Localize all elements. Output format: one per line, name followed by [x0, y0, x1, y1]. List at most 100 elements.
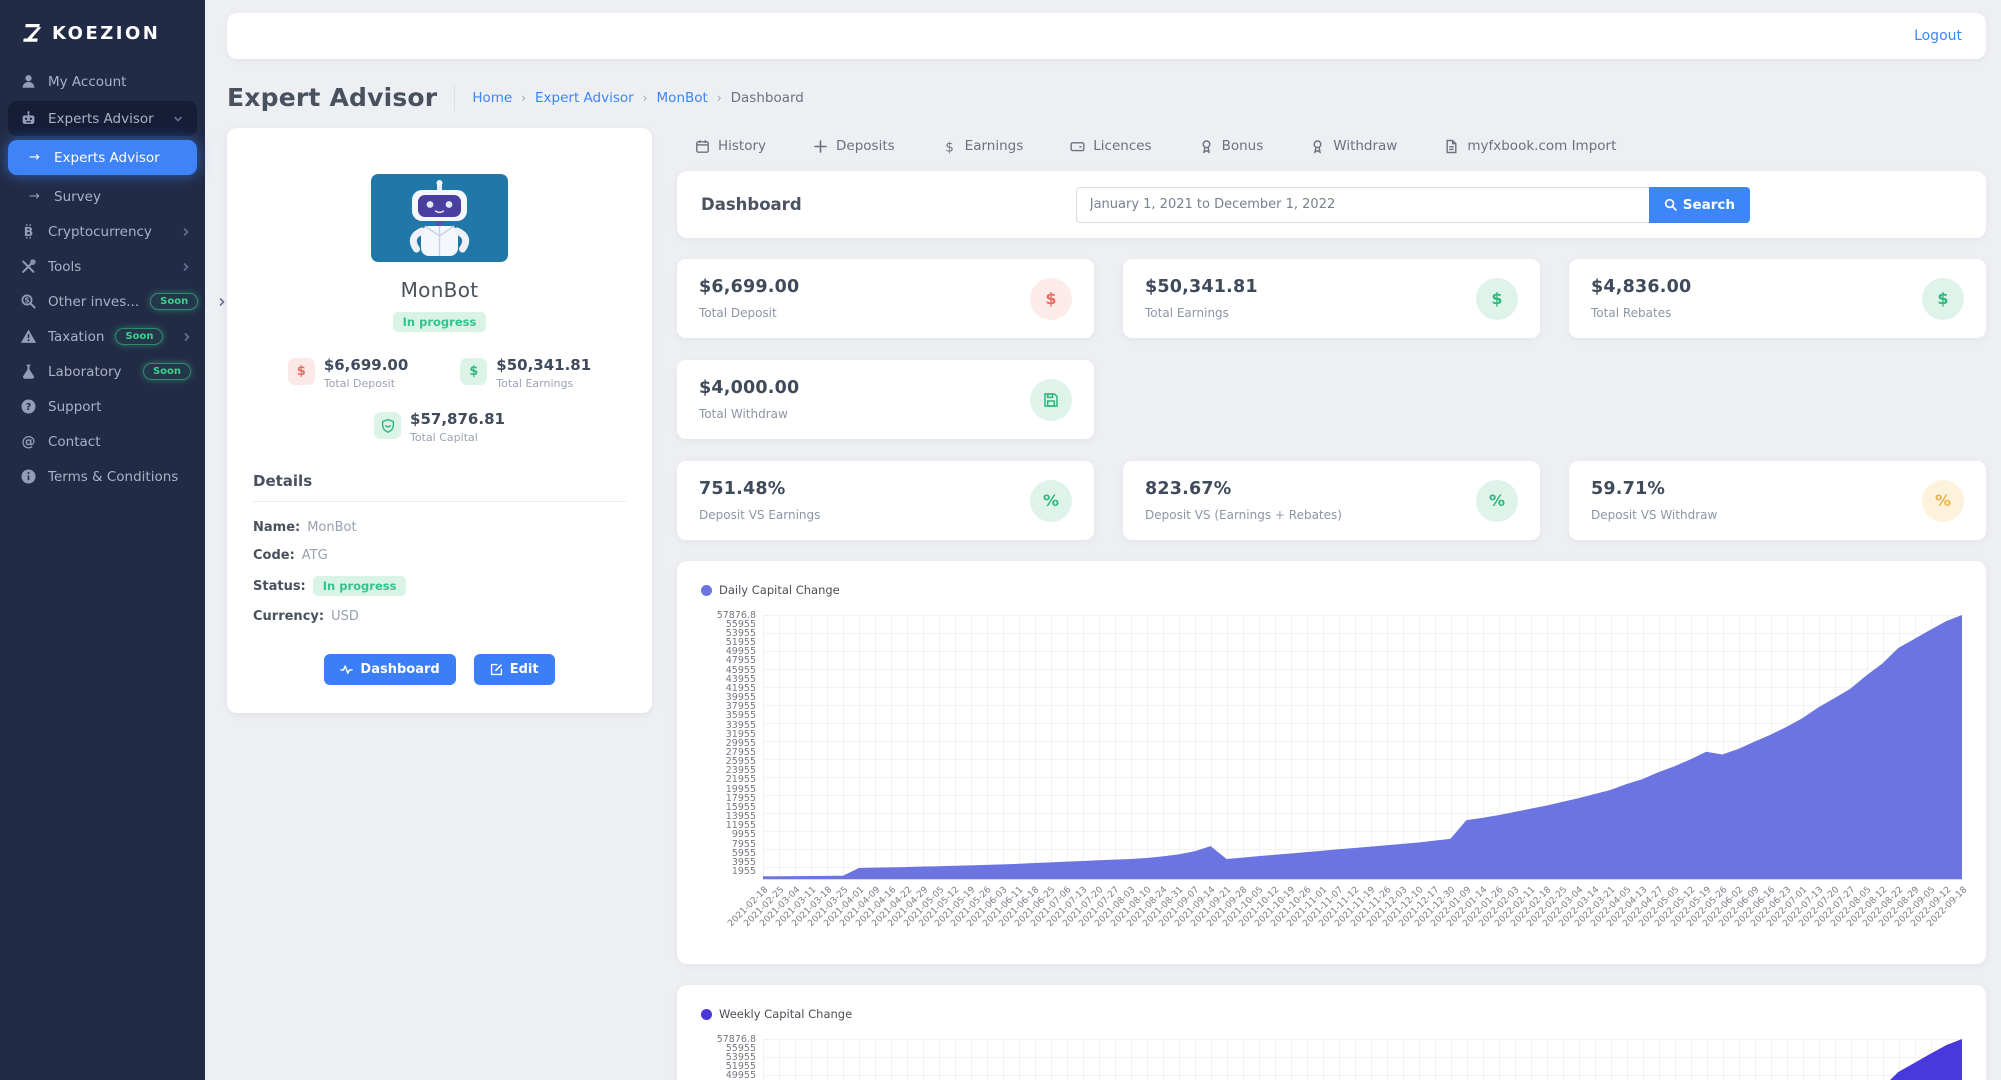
y-tick-label: 35955 [725, 710, 756, 722]
sidebar-item-tools[interactable]: Tools [0, 249, 205, 284]
sidebar-item-taxation[interactable]: Taxation Soon [0, 319, 205, 354]
percent-icon: % [1030, 479, 1072, 522]
sidebar-item-label: Contact [48, 433, 101, 450]
tab-myfxbook-import[interactable]: myfxbook.com Import [1444, 138, 1616, 154]
card-deposit-vs-earnings: 751.48% Deposit VS Earnings % [677, 461, 1094, 540]
sidebar-item-terms[interactable]: Terms & Conditions [0, 459, 205, 494]
arrow-right-icon: → [29, 150, 40, 165]
sidebar: KOEZION My Account Experts Advisor → Exp… [0, 0, 225, 1080]
search-button[interactable]: Search [1648, 186, 1750, 223]
area-series [1890, 1039, 1962, 1080]
daily-capital-chart: Daily Capital Change 57876.8 55955 53955 51… [677, 561, 1986, 964]
card-value: $50,341.81 [1145, 277, 1258, 297]
sidebar-item-experts-advisor-parent[interactable]: Experts Advisor [8, 101, 197, 136]
stat-total-deposit: $ $6,699.00 Total Deposit [287, 356, 409, 390]
logout-link[interactable]: Logout [1914, 28, 1962, 44]
bot-name: MonBot [400, 278, 479, 302]
sidebar-item-other-investments[interactable]: $ Other inves... Soon [0, 284, 225, 319]
percent-icon: % [1922, 479, 1964, 522]
detail-code: Code: ATG [253, 548, 626, 563]
warning-icon [20, 328, 37, 345]
sidebar-item-my-account[interactable]: My Account [0, 64, 205, 99]
y-tick-label: 21955 [725, 774, 756, 786]
y-axis: 57876.8559555395551955499554795545955439… [701, 1035, 763, 1080]
heading-row: Expert Advisor Home › Expert Advisor › M… [227, 83, 1986, 112]
dashboard-button[interactable]: Dashboard [324, 654, 456, 685]
tab-deposits[interactable]: Deposits [813, 138, 895, 154]
detail-value: ATG [301, 548, 328, 563]
sidebar-item-label: Survey [54, 188, 101, 205]
tab-history[interactable]: History [695, 138, 766, 154]
sidebar-item-label: Laboratory [48, 363, 122, 380]
y-tick-label: 39955 [725, 692, 756, 704]
file-icon [1446, 139, 1457, 153]
stat-total-earnings: $ $50,341.81 Total Earnings [460, 356, 591, 390]
card-label: Total Earnings [1145, 306, 1229, 320]
sidebar-item-laboratory[interactable]: Laboratory Soon [0, 354, 205, 389]
tab-label: History [718, 138, 767, 154]
card-value: $4,000.00 [699, 378, 800, 398]
sidebar-item-label: Experts Advisor [48, 110, 154, 127]
card-value: 751.48% [699, 479, 786, 499]
stat-total-capital: $57,876.81 Total Capital [374, 410, 505, 444]
card-value: 823.67% [1145, 479, 1232, 499]
user-icon [20, 73, 37, 90]
tab-bonus[interactable]: Bonus [1199, 138, 1263, 154]
button-label: Edit [509, 662, 539, 677]
award-icon [1313, 139, 1322, 154]
chart-legend-label: Daily Capital Change [719, 583, 840, 597]
y-tick-label: 3955 [731, 856, 756, 868]
dollar-icon: $ [945, 139, 954, 154]
title-divider [454, 84, 456, 111]
sidebar-item-contact[interactable]: @ Contact [0, 424, 205, 459]
details-heading: Details [253, 472, 313, 490]
at-icon: @ [20, 433, 37, 450]
page-title: Expert Advisor [227, 83, 438, 112]
dashboard-panel-header: Dashboard Search [677, 171, 1986, 238]
topbar: Logout [227, 13, 1986, 59]
y-tick-label: 37955 [725, 701, 756, 713]
tab-licences[interactable]: Licences [1070, 138, 1152, 154]
tab-earnings[interactable]: $ Earnings [942, 138, 1023, 154]
panel-title: Dashboard [701, 195, 802, 214]
card-deposit-vs-earnings-rebates: 823.67% Deposit VS (Earnings + Rebates) % [1123, 461, 1540, 540]
edit-button[interactable]: Edit [473, 654, 555, 685]
sidebar-item-label: Tools [48, 258, 82, 275]
dollar-icon: $ [1922, 277, 1964, 320]
bitcoin-icon: B [20, 223, 37, 240]
stat-label: Total Deposit [323, 377, 396, 390]
y-tick-label: 27955 [725, 747, 756, 758]
y-tick-label: 53955 [725, 627, 756, 639]
card-label: Deposit VS Earnings [699, 508, 821, 522]
sidebar-item-label: Terms & Conditions [48, 468, 179, 485]
app-logo[interactable]: KOEZION [0, 14, 205, 60]
y-tick-label: 13955 [725, 811, 756, 823]
sidebar-item-experts-advisor[interactable]: → Experts Advisor [8, 140, 197, 175]
sidebar-item-cryptocurrency[interactable]: B Cryptocurrency [0, 214, 205, 249]
breadcrumb-expert-advisor[interactable]: Expert Advisor [535, 89, 634, 106]
detail-status: Status: In progress [253, 576, 626, 596]
sidebar-item-support[interactable]: ? Support [0, 389, 205, 424]
stat-value: $6,699.00 [323, 356, 409, 374]
breadcrumb-monbot[interactable]: MonBot [656, 89, 708, 106]
svg-text:B: B [24, 224, 34, 239]
y-tick-label: 1955 [731, 866, 756, 878]
breadcrumb-separator: › [521, 90, 527, 105]
y-tick-label: 45955 [725, 664, 756, 676]
card-total-deposit: $6,699.00 Total Deposit $ [677, 259, 1094, 338]
svg-text:$: $ [945, 139, 954, 154]
breadcrumb-home[interactable]: Home [472, 89, 513, 106]
sidebar-item-survey[interactable]: → Survey [0, 179, 205, 214]
dollar-icon: $ [1476, 277, 1518, 320]
y-tick-label: 5955 [731, 847, 756, 859]
card-value: 59.71% [1591, 479, 1666, 499]
chart-plot-area [763, 1039, 1962, 1080]
date-range-input[interactable] [1075, 186, 1649, 223]
button-label: Search [1682, 196, 1735, 213]
dollar-icon: $ [1030, 277, 1072, 320]
y-tick-label: 17955 [725, 792, 756, 804]
dollar-icon: $ [287, 358, 315, 385]
tabs-row: History Deposits $ Earnings Licences [677, 128, 1986, 154]
info-icon [20, 468, 37, 485]
tab-withdraw[interactable]: Withdraw [1310, 138, 1397, 154]
